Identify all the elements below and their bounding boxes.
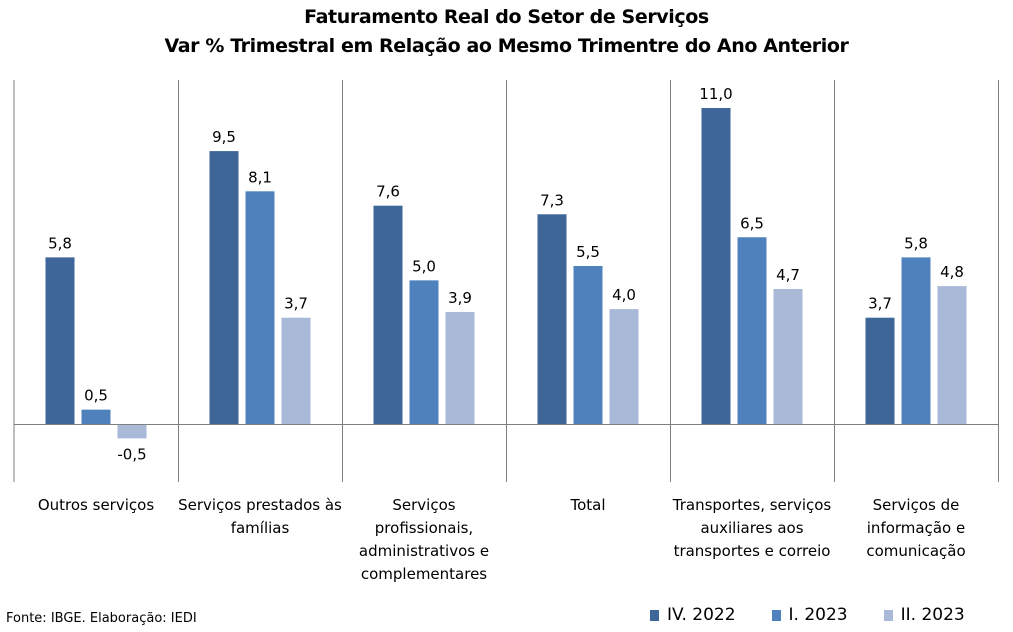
bar xyxy=(773,288,803,424)
legend-swatch xyxy=(771,609,781,621)
source-note: Fonte: IBGE. Elaboração: IEDI xyxy=(6,611,197,626)
value-label: 7,6 xyxy=(376,183,400,201)
value-label: 5,0 xyxy=(412,257,436,275)
category-label: Serviços de informação e comunicação xyxy=(866,496,965,560)
value-label: 5,5 xyxy=(576,243,600,261)
bar xyxy=(373,205,403,424)
value-label: 11,0 xyxy=(699,85,732,103)
bar xyxy=(281,317,311,424)
value-label: 3,7 xyxy=(868,295,892,313)
legend-label: IV. 2022 xyxy=(667,605,736,625)
value-label: 9,5 xyxy=(212,128,236,146)
bar xyxy=(245,191,275,424)
chart-subtitle: Var % Trimestral em Relação ao Mesmo Tri… xyxy=(164,35,849,57)
chart-title: Faturamento Real do Setor de Serviços xyxy=(304,6,709,28)
bar xyxy=(537,214,567,424)
value-label: 0,5 xyxy=(84,387,108,405)
legend-item-i-2023: I. 2023 xyxy=(771,605,848,625)
value-label: -0,5 xyxy=(117,445,146,463)
legend-label: II. 2023 xyxy=(900,605,965,625)
legend-item-ii-2023: II. 2023 xyxy=(883,605,965,625)
bar xyxy=(609,309,639,424)
bar xyxy=(937,286,967,424)
bar xyxy=(701,108,731,424)
bar xyxy=(209,151,239,424)
value-label: 8,1 xyxy=(248,168,272,186)
category-label: Outros serviços xyxy=(38,496,154,514)
value-label: 5,8 xyxy=(904,234,928,252)
legend-item-iv-2022: IV. 2022 xyxy=(650,605,736,625)
legend: IV. 2022 I. 2023 II. 2023 xyxy=(650,605,965,625)
legend-swatch xyxy=(883,609,893,621)
category-label: Total xyxy=(569,496,605,514)
value-label: 6,5 xyxy=(740,214,764,232)
value-label: 3,7 xyxy=(284,295,308,313)
bar xyxy=(865,317,895,424)
value-label: 4,7 xyxy=(776,266,800,284)
bar xyxy=(45,257,75,424)
value-label: 7,3 xyxy=(540,191,564,209)
bar xyxy=(81,409,111,424)
category-label: Transportes, serviços auxiliares aos trans… xyxy=(672,496,832,560)
value-label: 3,9 xyxy=(448,289,472,307)
legend-swatch xyxy=(650,609,659,621)
bar xyxy=(445,311,475,424)
bar xyxy=(573,266,603,424)
value-label: 5,8 xyxy=(48,234,72,252)
bar xyxy=(409,280,439,424)
bar xyxy=(901,257,931,424)
bar xyxy=(737,237,767,424)
bar xyxy=(117,424,147,439)
value-label: 4,8 xyxy=(940,263,964,281)
legend-label: I. 2023 xyxy=(788,605,848,625)
value-label: 4,0 xyxy=(612,286,636,304)
category-label: Serviços prestados às famílias xyxy=(178,496,342,537)
